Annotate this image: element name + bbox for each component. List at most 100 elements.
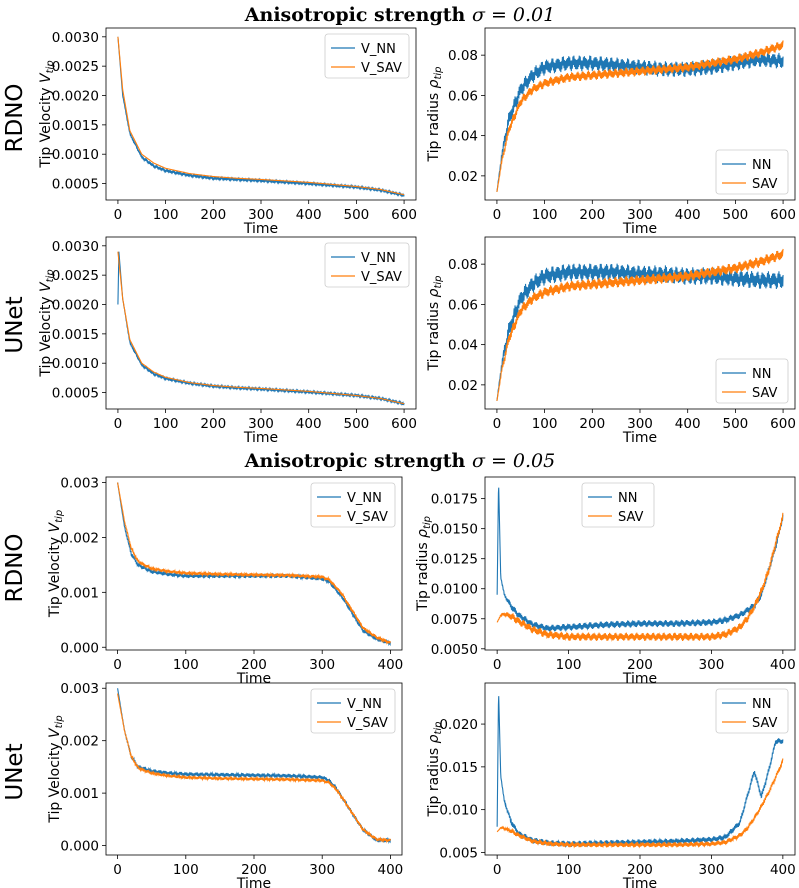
y-tick-label: 0.0050 xyxy=(431,642,478,658)
y-tick-label: 0.0005 xyxy=(52,177,99,193)
x-tick-label: 200 xyxy=(627,862,653,878)
row-label-rdno-2: RDNO xyxy=(2,534,28,603)
legend: V_NN V_SAV xyxy=(324,33,410,79)
legend-label: NN xyxy=(752,697,771,712)
series-line-nn xyxy=(496,263,784,402)
row-label-unet-2: UNet xyxy=(2,743,28,800)
legend: V_NN V_SAV xyxy=(310,482,396,528)
series-line-v-nn xyxy=(117,36,405,198)
x-tick-label: 100 xyxy=(556,657,582,673)
y-tick-label: 0.010 xyxy=(439,803,478,819)
chart-r-unet-005: 0 100 200 300 400 0.005 0.010 0.015 0.020 Time Tip… xyxy=(426,682,796,888)
legend-label: SAV xyxy=(618,510,644,525)
legend-label: V_SAV xyxy=(361,270,402,285)
legend-label: SAV xyxy=(752,716,778,731)
y-tick-label: 0.005 xyxy=(439,845,478,861)
x-tick-label: 600 xyxy=(770,207,796,223)
legend-label: V_SAV xyxy=(361,61,402,76)
y-axis-label: Tip radius ρtip xyxy=(426,721,444,817)
x-axis-label: Time xyxy=(622,430,657,446)
x-axis-label: Time xyxy=(236,876,271,888)
x-tick-label: 600 xyxy=(391,207,417,223)
y-tick-label: 0.0015 xyxy=(52,327,99,343)
y-tick-label: 0.020 xyxy=(439,717,478,733)
y-tick-label: 0.04 xyxy=(448,129,478,145)
legend: NN SAV xyxy=(715,149,789,195)
y-tick-label: 0.0010 xyxy=(52,356,99,372)
x-axis-label: Time xyxy=(243,430,278,446)
legend-label: V_NN xyxy=(361,251,396,266)
x-tick-label: 200 xyxy=(241,657,267,673)
x-axis-label: Time xyxy=(622,671,657,687)
section-title-1: Anisotropic strength σ = 0.01 xyxy=(244,4,555,26)
y-tick-label: 0.003 xyxy=(60,475,99,491)
x-tick-label: 0 xyxy=(113,862,122,878)
section-title-2: Anisotropic strength σ = 0.05 xyxy=(244,450,555,472)
chart-r-rdno-001: 0 100 200 300 400 500 600 0.02 0.04 0.06 0.08 Time T… xyxy=(426,27,796,237)
series-line-v-sav xyxy=(117,36,405,196)
x-axis-label: Time xyxy=(236,671,271,687)
x-tick-label: 400 xyxy=(378,862,404,878)
x-tick-label: 500 xyxy=(343,207,369,223)
y-tick-label: 0.04 xyxy=(448,338,478,354)
x-tick-label: 400 xyxy=(770,657,796,673)
y-tick-label: 0.0015 xyxy=(52,118,99,134)
y-axis-label: Tip Velocity Vtip xyxy=(47,510,65,618)
legend: V_NN V_SAV xyxy=(310,688,396,734)
y-tick-label: 0.06 xyxy=(448,297,478,313)
y-tick-label: 0.0100 xyxy=(431,582,478,598)
x-tick-label: 200 xyxy=(627,657,653,673)
x-tick-label: 0 xyxy=(493,207,502,223)
x-tick-label: 600 xyxy=(770,416,796,432)
y-tick-label: 0.001 xyxy=(60,786,99,802)
series-line-sav xyxy=(496,758,784,849)
x-tick-label: 100 xyxy=(532,416,558,432)
x-tick-label: 300 xyxy=(699,657,725,673)
y-tick-label: 0.0020 xyxy=(52,89,99,105)
series-line-sav xyxy=(496,248,784,402)
legend-label: SAV xyxy=(752,177,778,192)
x-tick-label: 200 xyxy=(579,416,605,432)
y-tick-label: 0.000 xyxy=(60,640,99,656)
y-tick-label: 0.0150 xyxy=(431,522,478,538)
y-tick-label: 0.02 xyxy=(448,378,478,394)
y-tick-label: 0.0030 xyxy=(52,30,99,46)
y-tick-label: 0.015 xyxy=(439,760,478,776)
y-tick-label: 0.08 xyxy=(448,257,478,273)
y-tick-label: 0.002 xyxy=(60,734,99,750)
x-tick-label: 200 xyxy=(241,862,267,878)
legend-label: V_NN xyxy=(347,491,382,506)
x-tick-label: 100 xyxy=(173,862,199,878)
y-axis-label: Tip Velocity Vtip xyxy=(38,269,56,377)
chart-v-unet-005: 0 100 200 300 400 0.000 0.001 0.002 0.003 Time Tip… xyxy=(47,681,403,888)
x-tick-label: 200 xyxy=(579,207,605,223)
row-label-unet-1: UNet xyxy=(2,296,28,353)
chart-v-unet-001: 0 100 200 300 400 500 600 0.0005 0.0010 0.0015 0.0… xyxy=(38,236,417,446)
legend-label: NN xyxy=(752,367,771,382)
x-tick-label: 400 xyxy=(770,862,796,878)
x-tick-label: 0 xyxy=(493,657,502,673)
chart-v-rdno-001: 0 100 200 300 400 500 600 0.0005 0.0010 0.0015 0.0… xyxy=(38,27,417,237)
y-axis-label: Tip radius ρtip xyxy=(426,275,444,371)
x-tick-label: 400 xyxy=(378,657,404,673)
legend: NN SAV xyxy=(715,358,789,404)
legend-label: V_NN xyxy=(361,42,396,57)
y-tick-label: 0.003 xyxy=(60,681,99,697)
x-tick-label: 400 xyxy=(675,416,701,432)
y-tick-label: 0.02 xyxy=(448,169,478,185)
series-line-sav xyxy=(496,512,784,642)
x-tick-label: 400 xyxy=(675,207,701,223)
legend-label: NN xyxy=(752,158,771,173)
x-tick-label: 300 xyxy=(309,657,335,673)
x-tick-label: 400 xyxy=(296,416,322,432)
y-axis-label: Tip radius ρtip xyxy=(415,516,433,612)
x-tick-label: 500 xyxy=(722,207,748,223)
legend: V_NN V_SAV xyxy=(324,242,410,288)
series-line-nn xyxy=(496,487,784,633)
series-line-v-sav xyxy=(117,482,391,645)
x-tick-label: 500 xyxy=(343,416,369,432)
x-tick-label: 0 xyxy=(113,657,122,673)
x-tick-label: 600 xyxy=(391,416,417,432)
x-tick-label: 100 xyxy=(153,207,179,223)
y-tick-label: 0.001 xyxy=(60,585,99,601)
